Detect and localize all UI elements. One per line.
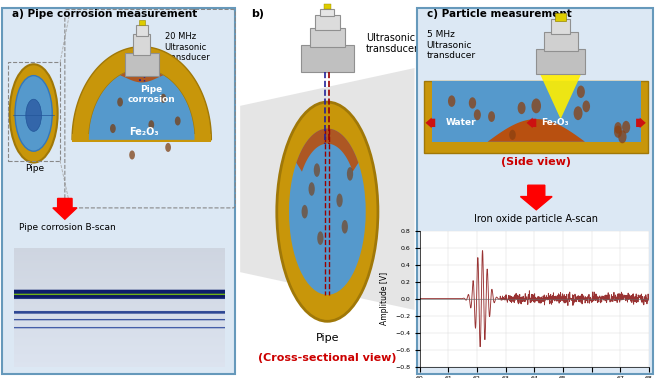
Circle shape (618, 130, 626, 143)
FancyArrow shape (426, 118, 435, 128)
Circle shape (518, 102, 526, 114)
Text: Water: Water (446, 118, 477, 127)
Circle shape (110, 124, 116, 133)
Circle shape (129, 150, 135, 160)
Bar (9, 62, 60, 161)
Polygon shape (72, 47, 211, 140)
Text: (Side view): (Side view) (501, 157, 571, 167)
Ellipse shape (26, 99, 41, 132)
Circle shape (309, 182, 315, 196)
Text: Pipe
corrosion: Pipe corrosion (128, 85, 175, 104)
Polygon shape (240, 68, 415, 310)
Y-axis label: Amplitude [V]: Amplitude [V] (380, 272, 390, 325)
Circle shape (474, 109, 481, 120)
Bar (136, 25, 147, 36)
Text: Pipe corrosion B-scan: Pipe corrosion B-scan (19, 223, 116, 232)
Text: a) Pipe corrosion measurement: a) Pipe corrosion measurement (12, 9, 197, 19)
FancyBboxPatch shape (3, 8, 236, 374)
Bar (134, 34, 150, 55)
Text: Ultrasonic
transducer: Ultrasonic transducer (366, 33, 418, 54)
Bar (555, 13, 566, 21)
Circle shape (577, 85, 585, 98)
Circle shape (532, 98, 541, 113)
Bar (139, 20, 145, 25)
Circle shape (336, 194, 343, 207)
Circle shape (165, 143, 171, 152)
Circle shape (468, 97, 476, 108)
FancyArrow shape (520, 185, 552, 210)
Bar (301, 45, 353, 72)
Text: (Cross-sectional view): (Cross-sectional view) (258, 353, 397, 363)
Text: Fe₂O₃: Fe₂O₃ (541, 118, 569, 127)
Polygon shape (540, 74, 581, 119)
Bar (536, 49, 585, 74)
Text: Pipe: Pipe (25, 164, 44, 174)
Ellipse shape (15, 76, 52, 151)
Bar (424, 81, 648, 153)
Circle shape (622, 121, 630, 133)
Circle shape (342, 220, 348, 234)
Polygon shape (488, 119, 585, 142)
Text: c) Particle measurement: c) Particle measurement (427, 9, 571, 19)
Circle shape (614, 125, 622, 138)
Bar (544, 32, 578, 51)
Text: Fe₂O₃: Fe₂O₃ (129, 127, 159, 137)
Circle shape (347, 167, 353, 181)
Circle shape (317, 231, 324, 245)
Bar (315, 15, 340, 30)
Circle shape (301, 205, 308, 218)
Bar (551, 19, 570, 34)
Circle shape (277, 102, 378, 321)
FancyBboxPatch shape (417, 8, 653, 374)
Circle shape (488, 111, 495, 122)
FancyArrow shape (636, 118, 646, 128)
Text: 20 MHz
Ultrasonic
transducer: 20 MHz Ultrasonic transducer (164, 33, 211, 62)
FancyArrow shape (53, 198, 77, 219)
Text: Pipe: Pipe (316, 333, 339, 342)
Bar (432, 81, 641, 142)
Circle shape (161, 94, 166, 103)
Bar (125, 53, 159, 76)
Polygon shape (120, 69, 163, 82)
Circle shape (448, 95, 455, 107)
Circle shape (175, 116, 180, 125)
Ellipse shape (10, 64, 58, 163)
Text: Iron oxide particle A-scan: Iron oxide particle A-scan (474, 214, 598, 223)
Bar (320, 9, 334, 16)
Circle shape (149, 120, 154, 129)
Text: 5 MHz
Ultrasonic
transducer: 5 MHz Ultrasonic transducer (427, 31, 476, 60)
Polygon shape (89, 69, 195, 140)
Circle shape (289, 129, 366, 295)
Circle shape (117, 98, 123, 107)
Circle shape (574, 106, 582, 120)
Text: b): b) (251, 9, 264, 19)
Bar (310, 28, 345, 47)
Circle shape (582, 101, 590, 112)
Circle shape (615, 122, 622, 134)
Circle shape (314, 163, 320, 177)
Bar (324, 4, 331, 9)
FancyArrow shape (526, 118, 536, 128)
Polygon shape (296, 129, 359, 172)
Bar (72, 134, 211, 142)
Circle shape (509, 130, 516, 140)
